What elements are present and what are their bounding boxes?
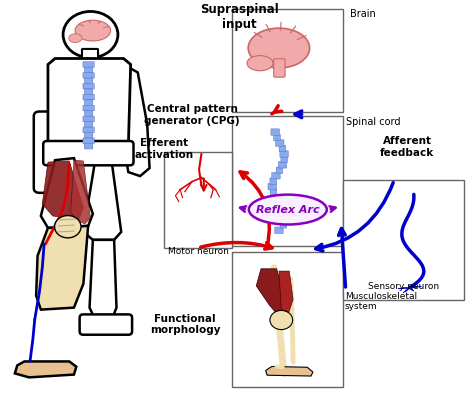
FancyBboxPatch shape — [268, 184, 276, 190]
FancyBboxPatch shape — [270, 189, 277, 195]
FancyBboxPatch shape — [84, 78, 93, 84]
Polygon shape — [118, 64, 150, 176]
FancyBboxPatch shape — [84, 143, 93, 149]
FancyBboxPatch shape — [280, 222, 287, 228]
FancyBboxPatch shape — [271, 129, 280, 135]
FancyBboxPatch shape — [84, 67, 93, 73]
Text: Musculoskeletal
system: Musculoskeletal system — [345, 292, 417, 311]
Polygon shape — [71, 160, 91, 224]
Text: Supraspinal
input: Supraspinal input — [200, 3, 279, 31]
Text: Functional
morphology: Functional morphology — [150, 314, 220, 335]
FancyBboxPatch shape — [83, 84, 94, 89]
Circle shape — [55, 216, 81, 238]
FancyBboxPatch shape — [83, 105, 94, 111]
FancyBboxPatch shape — [273, 194, 281, 201]
FancyBboxPatch shape — [272, 172, 280, 179]
Circle shape — [270, 310, 292, 330]
FancyBboxPatch shape — [34, 112, 60, 193]
FancyBboxPatch shape — [83, 62, 94, 67]
Polygon shape — [41, 158, 93, 228]
FancyBboxPatch shape — [83, 127, 94, 133]
Ellipse shape — [69, 34, 82, 42]
FancyBboxPatch shape — [83, 94, 94, 100]
FancyBboxPatch shape — [84, 122, 93, 127]
FancyBboxPatch shape — [80, 314, 132, 335]
FancyBboxPatch shape — [280, 151, 288, 157]
FancyBboxPatch shape — [43, 141, 134, 165]
FancyBboxPatch shape — [283, 211, 290, 217]
Text: Sensory neuron: Sensory neuron — [368, 282, 439, 291]
FancyBboxPatch shape — [84, 111, 93, 116]
Bar — [343, 180, 464, 300]
Polygon shape — [83, 160, 121, 240]
Polygon shape — [36, 226, 88, 310]
Text: Efferent
activation: Efferent activation — [134, 138, 193, 160]
Ellipse shape — [249, 195, 327, 224]
FancyBboxPatch shape — [84, 89, 93, 94]
Bar — [232, 9, 343, 112]
FancyBboxPatch shape — [84, 132, 93, 138]
Text: Reflex Arc: Reflex Arc — [256, 204, 319, 214]
FancyBboxPatch shape — [84, 100, 93, 105]
Text: Afferent
feedback: Afferent feedback — [380, 136, 434, 158]
FancyBboxPatch shape — [270, 178, 276, 184]
Ellipse shape — [248, 28, 310, 68]
Polygon shape — [48, 58, 131, 156]
Text: Spinal cord: Spinal cord — [346, 117, 400, 127]
Text: Motor neuron: Motor neuron — [168, 247, 228, 256]
FancyBboxPatch shape — [275, 140, 284, 146]
FancyBboxPatch shape — [83, 72, 94, 78]
FancyBboxPatch shape — [274, 227, 283, 234]
Text: Central pattern
generator (CPG): Central pattern generator (CPG) — [144, 104, 240, 126]
Bar — [232, 116, 343, 246]
FancyBboxPatch shape — [282, 216, 291, 223]
FancyBboxPatch shape — [82, 49, 98, 60]
Bar — [164, 152, 232, 248]
FancyBboxPatch shape — [273, 59, 285, 77]
FancyBboxPatch shape — [279, 145, 286, 152]
FancyBboxPatch shape — [278, 162, 287, 168]
FancyBboxPatch shape — [273, 134, 280, 141]
Polygon shape — [279, 271, 293, 317]
FancyBboxPatch shape — [276, 167, 283, 174]
Polygon shape — [266, 366, 313, 376]
FancyBboxPatch shape — [83, 138, 94, 144]
Ellipse shape — [247, 56, 273, 71]
FancyBboxPatch shape — [281, 156, 288, 163]
Polygon shape — [256, 269, 287, 324]
FancyBboxPatch shape — [277, 200, 284, 206]
Polygon shape — [90, 240, 117, 320]
FancyBboxPatch shape — [280, 205, 289, 212]
Polygon shape — [15, 362, 76, 377]
Text: Brain: Brain — [350, 9, 376, 19]
Bar — [232, 252, 343, 387]
Ellipse shape — [75, 20, 110, 41]
Polygon shape — [42, 161, 83, 220]
Circle shape — [63, 12, 118, 58]
FancyBboxPatch shape — [83, 116, 94, 122]
